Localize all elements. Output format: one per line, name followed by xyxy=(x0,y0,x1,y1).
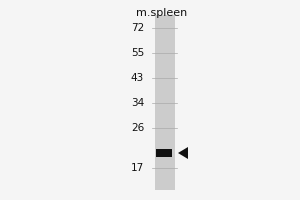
Text: 72: 72 xyxy=(131,23,144,33)
Text: 55: 55 xyxy=(131,48,144,58)
Text: m.spleen: m.spleen xyxy=(136,8,188,18)
Bar xyxy=(155,15,175,190)
Text: 43: 43 xyxy=(131,73,144,83)
Text: 34: 34 xyxy=(131,98,144,108)
Text: 26: 26 xyxy=(131,123,144,133)
Text: 17: 17 xyxy=(131,163,144,173)
Polygon shape xyxy=(178,147,188,159)
Bar xyxy=(156,149,172,157)
